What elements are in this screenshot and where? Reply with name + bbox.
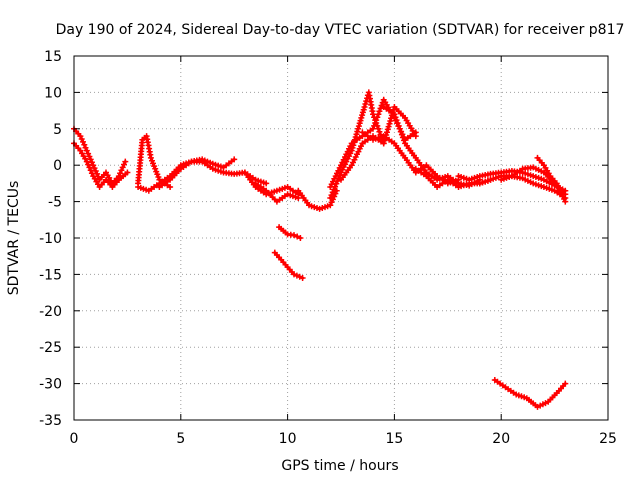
data-point-marker <box>355 123 362 130</box>
y-tick-label: -15 <box>39 267 62 283</box>
data-point-marker <box>358 114 365 121</box>
y-tick-label: 5 <box>53 122 62 138</box>
x-tick-label: 0 <box>70 431 79 447</box>
data-point-marker <box>327 195 334 201</box>
y-tick-label: -20 <box>39 304 62 320</box>
data-point-marker <box>297 235 304 241</box>
data-point-marker <box>412 133 419 140</box>
data-point-marker <box>231 156 238 163</box>
data-point-marker <box>328 192 335 199</box>
data-point-marker <box>329 189 336 196</box>
data-point-marker <box>87 167 94 174</box>
data-point-marker <box>386 120 393 127</box>
data-point-marker <box>370 111 376 118</box>
data-point-marker <box>296 273 303 280</box>
data-point-marker <box>398 131 405 138</box>
data-point-marker <box>122 158 129 165</box>
series-track-10 <box>271 249 306 281</box>
data-point-marker <box>294 233 301 240</box>
data-point-marker <box>155 174 162 180</box>
data-point-marker <box>377 105 384 112</box>
x-tick-label: 15 <box>385 431 403 447</box>
data-point-marker <box>147 154 154 161</box>
data-point-marker <box>384 126 391 133</box>
y-tick-label: -25 <box>39 340 62 356</box>
tick-layer: 0 5 10 15 20 25 15 10 5 0 -5 -10 -15 -20 -25 -30 -35 <box>39 49 617 447</box>
data-point-marker <box>376 108 383 115</box>
data-point-marker <box>81 141 88 148</box>
chart-title: Day 190 of 2024, Sidereal Day-to-day VTE… <box>56 22 625 38</box>
data-point-marker <box>295 195 302 201</box>
data-point-marker <box>263 180 270 187</box>
series-track-7 <box>252 180 302 205</box>
data-layer <box>71 89 569 410</box>
data-point-marker <box>399 134 406 141</box>
data-point-marker <box>562 198 569 205</box>
data-point-marker <box>291 271 297 278</box>
data-point-marker <box>380 140 387 147</box>
data-point-marker <box>299 275 306 281</box>
y-tick-label: -10 <box>39 231 62 247</box>
x-tick-label: 5 <box>176 431 185 447</box>
data-point-marker <box>293 272 300 279</box>
y-tick-label: 15 <box>44 49 62 65</box>
series-track-21 <box>491 377 569 410</box>
data-point-marker <box>372 120 379 126</box>
x-tick-label: 20 <box>492 431 510 447</box>
data-point-marker <box>371 122 378 129</box>
data-point-marker <box>361 104 368 110</box>
data-point-marker <box>167 184 174 190</box>
data-point-marker <box>562 380 569 387</box>
data-point-marker <box>396 125 403 132</box>
data-point-marker <box>353 131 360 138</box>
data-point-marker <box>362 101 369 107</box>
y-tick-label: -30 <box>39 377 62 393</box>
y-tick-label: 0 <box>53 158 62 174</box>
data-point-marker <box>395 122 402 129</box>
series-track-3 <box>135 133 174 190</box>
data-point-marker <box>397 128 404 135</box>
data-point-marker <box>387 118 394 124</box>
data-point-marker <box>384 129 390 136</box>
x-tick-label: 10 <box>279 431 297 447</box>
x-axis-label: GPS time / hours <box>281 458 398 474</box>
data-point-marker <box>388 115 395 122</box>
series-track-2 <box>71 140 131 190</box>
data-point-marker <box>375 111 382 118</box>
data-point-marker <box>374 114 381 121</box>
data-point-marker <box>370 125 376 132</box>
y-tick-label: 10 <box>44 85 62 101</box>
data-point-marker <box>152 165 159 172</box>
series-track-20 <box>534 154 569 205</box>
series-track-9 <box>276 224 304 241</box>
data-point-marker <box>330 186 337 193</box>
y-tick-label: -35 <box>39 413 62 429</box>
data-point-marker <box>392 114 399 121</box>
data-point-marker <box>373 117 380 124</box>
data-point-marker <box>291 232 297 239</box>
data-point-marker <box>393 117 400 124</box>
data-point-marker <box>376 128 383 135</box>
data-point-marker <box>391 111 398 118</box>
x-tick-label: 25 <box>599 431 617 447</box>
data-point-marker <box>394 120 401 126</box>
data-point-marker <box>124 169 131 176</box>
y-tick-label: -5 <box>48 195 62 211</box>
data-point-marker <box>87 156 94 163</box>
series-track-8 <box>295 187 340 212</box>
data-point-marker <box>375 125 382 132</box>
data-point-marker <box>401 137 407 144</box>
y-axis-label: SDTVAR / TECUs <box>6 181 22 296</box>
data-point-marker <box>385 123 392 130</box>
